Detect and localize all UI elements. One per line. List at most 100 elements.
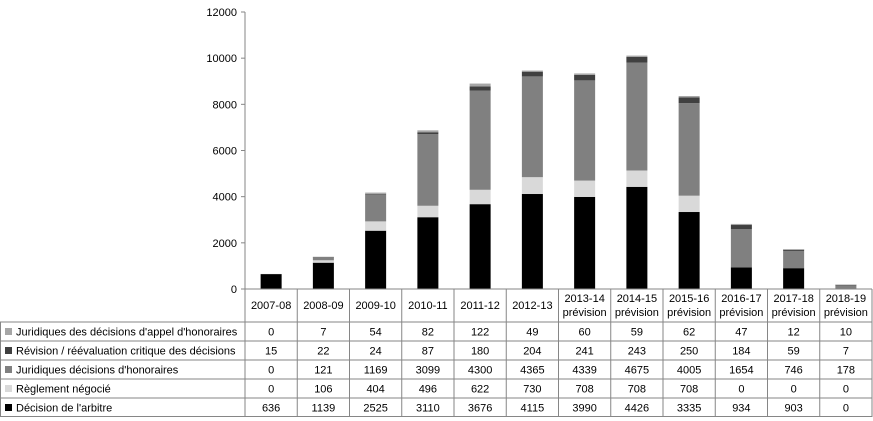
legend-key [5,347,12,354]
data-label: 121 [314,365,332,377]
series-name: Règlement négocié [16,384,111,396]
bar-segment [626,55,648,57]
series-name: Juridiques décisions d'honoraires [16,365,179,377]
data-label: 708 [680,384,698,396]
data-label: 3676 [468,403,492,415]
data-label: 4300 [468,365,492,377]
legend-key [5,385,12,392]
y-tick-label: 10000 [206,53,237,65]
data-label: 1139 [312,403,336,415]
bar-segment [417,130,439,133]
data-label: 7 [843,346,849,358]
x-tick-label: prévision [772,307,816,319]
x-tick-label: 2010-11 [408,300,448,312]
data-label: 903 [784,403,802,415]
data-label: 60 [579,327,591,339]
data-label: 178 [837,365,855,377]
data-label: 59 [631,327,643,339]
data-label: 746 [784,365,802,377]
x-tick-label: 2011-12 [460,300,500,312]
data-label: 708 [575,384,593,396]
x-tick-label: 2008-09 [303,300,343,312]
data-label: 0 [268,327,274,339]
series-name: Juridiques des décisions d'appel d'honor… [16,327,238,339]
x-tick-label: 2016-17 [721,293,761,305]
bar-segment [521,70,543,72]
x-tick-label: prévision [824,307,868,319]
data-label: 7 [320,327,326,339]
data-label: 62 [683,327,695,339]
data-label: 10 [840,327,852,339]
data-label: 87 [422,346,434,358]
bar-segment [365,193,387,195]
bar-segment [417,132,439,135]
bar-segment [312,260,334,263]
bar-segment [678,97,700,104]
data-label: 496 [419,384,437,396]
y-tick-label: 2000 [213,238,237,250]
series-name: Décision de l'arbitre [16,403,112,415]
data-label: 47 [735,327,747,339]
data-label: 184 [732,346,750,358]
bar-segment [730,267,752,289]
bar-segment [626,62,648,171]
legend-key [5,366,12,373]
x-tick-label: 2012-13 [512,300,552,312]
x-tick-label: prévision [563,307,607,319]
x-tick-label: 2007-08 [251,300,291,312]
x-tick-label: prévision [719,307,763,319]
data-label: 24 [370,346,382,358]
data-label: 404 [366,384,384,396]
x-tick-label: 2018-19 [826,293,866,305]
bar-segment [365,192,387,194]
legend-key [5,328,12,335]
bar-segment [417,205,439,218]
x-tick-label: 2013-14 [564,293,604,305]
data-label: 1169 [364,365,388,377]
bar-segment [783,249,805,251]
data-label: 243 [628,346,646,358]
bar-segment [417,134,439,206]
data-label: 636 [262,403,280,415]
data-label: 4365 [520,365,544,377]
bar-segment [469,90,491,190]
bar-segment [626,170,648,187]
data-label: 0 [843,403,849,415]
data-label: 0 [843,384,849,396]
data-label: 12 [788,327,800,339]
data-label: 180 [471,346,489,358]
bar-segment [521,177,543,195]
y-tick-label: 0 [231,284,237,296]
data-label: 622 [471,384,489,396]
bar-segment [521,76,543,178]
bar-segment [678,195,700,213]
bar-segment [626,56,648,63]
bar-segment [469,86,491,91]
data-label: 59 [788,346,800,358]
bar-segment [678,103,700,196]
data-label: 3990 [572,403,596,415]
data-label: 250 [680,346,698,358]
bar-segment [835,284,857,285]
data-label: 0 [268,365,274,377]
y-tick-label: 4000 [213,192,237,204]
data-label: 3099 [416,365,440,377]
data-label: 2525 [363,403,387,415]
data-label: 4005 [677,365,701,377]
data-label: 730 [523,384,541,396]
data-label: 22 [317,346,329,358]
bar-segment [574,80,596,181]
bar-segment [730,223,752,226]
bar-segment [783,249,805,250]
data-label: 4339 [572,365,596,377]
data-label: 708 [628,384,646,396]
data-label: 3110 [416,403,440,415]
bar-segment [469,83,491,87]
bar-segment [730,229,752,268]
bar-segment [365,230,387,289]
bar-segment [417,217,439,289]
y-tick-label: 8000 [213,99,237,111]
x-tick-label: 2009-10 [355,300,395,312]
y-tick-label: 12000 [206,7,237,19]
